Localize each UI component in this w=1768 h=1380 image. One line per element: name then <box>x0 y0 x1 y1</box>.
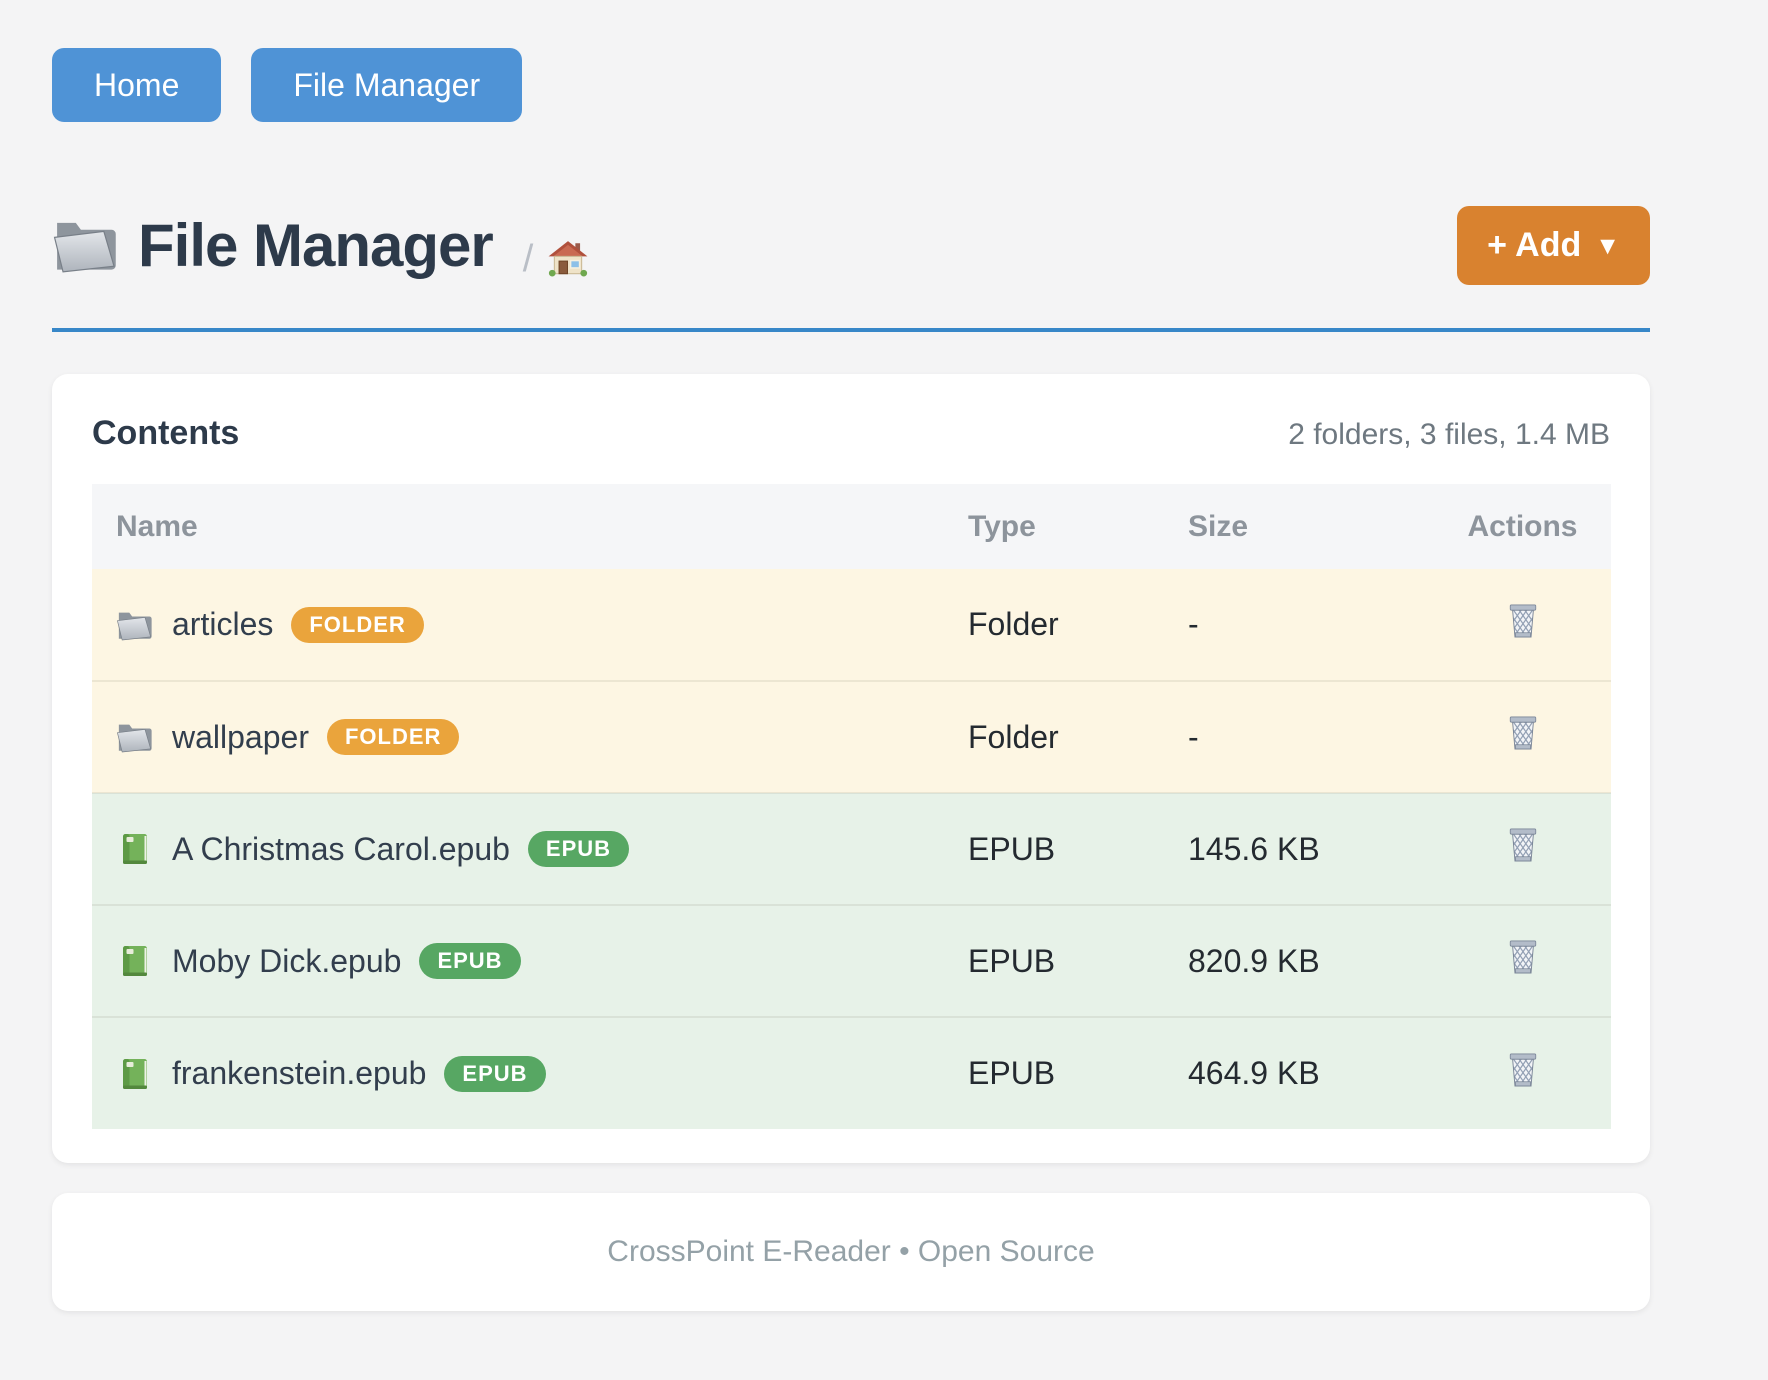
item-size: 820.9 KB <box>1164 904 1434 1017</box>
accent-divider <box>52 328 1650 332</box>
table-row: articles FOLDER Folder - <box>92 569 1611 681</box>
page-title: File Manager <box>138 211 494 279</box>
file-table: Name Type Size Actions articles FOLDER F… <box>92 484 1611 1129</box>
delete-button[interactable] <box>1506 938 1540 976</box>
delete-button[interactable] <box>1506 714 1540 752</box>
trash-icon <box>1506 938 1540 976</box>
add-button[interactable]: + Add ▼ <box>1457 205 1650 285</box>
breadcrumb-separator: / <box>522 237 534 280</box>
page-header: File Manager / + Add ▼ <box>52 190 1650 300</box>
file-link[interactable]: frankenstein.epub EPUB <box>116 1055 944 1092</box>
contents-title: Contents <box>92 414 240 452</box>
delete-button[interactable] <box>1506 1051 1540 1089</box>
folder-link[interactable]: wallpaper FOLDER <box>116 719 944 756</box>
item-badge: EPUB <box>419 943 521 979</box>
column-header-actions: Actions <box>1434 484 1611 569</box>
item-size: - <box>1164 569 1434 681</box>
item-name: articles <box>172 606 274 642</box>
item-type: Folder <box>944 680 1164 793</box>
item-size: 464.9 KB <box>1164 1016 1434 1129</box>
item-type: Folder <box>944 569 1164 681</box>
table-row: wallpaper FOLDER Folder - <box>92 680 1611 793</box>
item-name: wallpaper <box>172 718 309 755</box>
folder-icon <box>116 607 154 643</box>
folder-icon <box>116 719 154 755</box>
item-size: - <box>1164 680 1434 793</box>
item-name: Moby Dick.epub <box>172 942 402 979</box>
contents-summary: 2 folders, 3 files, 1.4 MB <box>1288 418 1610 451</box>
trash-icon <box>1506 602 1540 640</box>
item-name: frankenstein.epub <box>172 1055 427 1091</box>
book-icon <box>116 831 154 867</box>
trash-icon <box>1506 1051 1540 1089</box>
column-header-name: Name <box>92 484 944 569</box>
item-badge: EPUB <box>527 831 630 867</box>
column-header-type: Type <box>944 484 1164 569</box>
footer-card: CrossPoint E-Reader • Open Source <box>52 1193 1650 1311</box>
nav-file-manager-button[interactable]: File Manager <box>251 48 523 122</box>
table-row: A Christmas Carol.epub EPUB EPUB 145.6 K… <box>92 792 1611 905</box>
file-link[interactable]: A Christmas Carol.epub EPUB <box>116 831 944 868</box>
item-type: EPUB <box>944 904 1164 1017</box>
table-row: Moby Dick.epub EPUB EPUB 820.9 KB <box>92 904 1611 1017</box>
item-badge: EPUB <box>444 1055 546 1092</box>
file-link[interactable]: Moby Dick.epub EPUB <box>116 943 944 980</box>
item-name: A Christmas Carol.epub <box>172 830 510 867</box>
top-nav: Home File Manager <box>52 0 1650 122</box>
caret-down-icon: ▼ <box>1595 231 1620 260</box>
trash-icon <box>1506 826 1540 864</box>
book-icon <box>116 1056 154 1092</box>
item-type: EPUB <box>944 1016 1164 1129</box>
item-badge: FOLDER <box>291 606 424 643</box>
file-table-body: articles FOLDER Folder - wallpaper FOLDE… <box>92 569 1611 1129</box>
add-button-label: + Add <box>1487 225 1582 264</box>
breadcrumb: / <box>523 238 590 281</box>
footer-text: CrossPoint E-Reader • Open Source <box>607 1235 1095 1268</box>
home-icon[interactable] <box>547 240 589 278</box>
contents-card: Contents 2 folders, 3 files, 1.4 MB Name… <box>52 374 1650 1163</box>
delete-button[interactable] <box>1506 826 1540 864</box>
trash-icon <box>1506 714 1540 752</box>
table-header-row: Name Type Size Actions <box>92 484 1611 569</box>
table-row: frankenstein.epub EPUB EPUB 464.9 KB <box>92 1016 1611 1129</box>
item-size: 145.6 KB <box>1164 792 1434 905</box>
nav-home-button[interactable]: Home <box>52 48 222 122</box>
book-icon <box>116 943 154 979</box>
folder-icon <box>52 214 120 276</box>
delete-button[interactable] <box>1506 602 1540 640</box>
folder-link[interactable]: articles FOLDER <box>116 606 944 643</box>
item-badge: FOLDER <box>326 719 460 755</box>
item-type: EPUB <box>944 792 1164 905</box>
column-header-size: Size <box>1164 484 1434 569</box>
